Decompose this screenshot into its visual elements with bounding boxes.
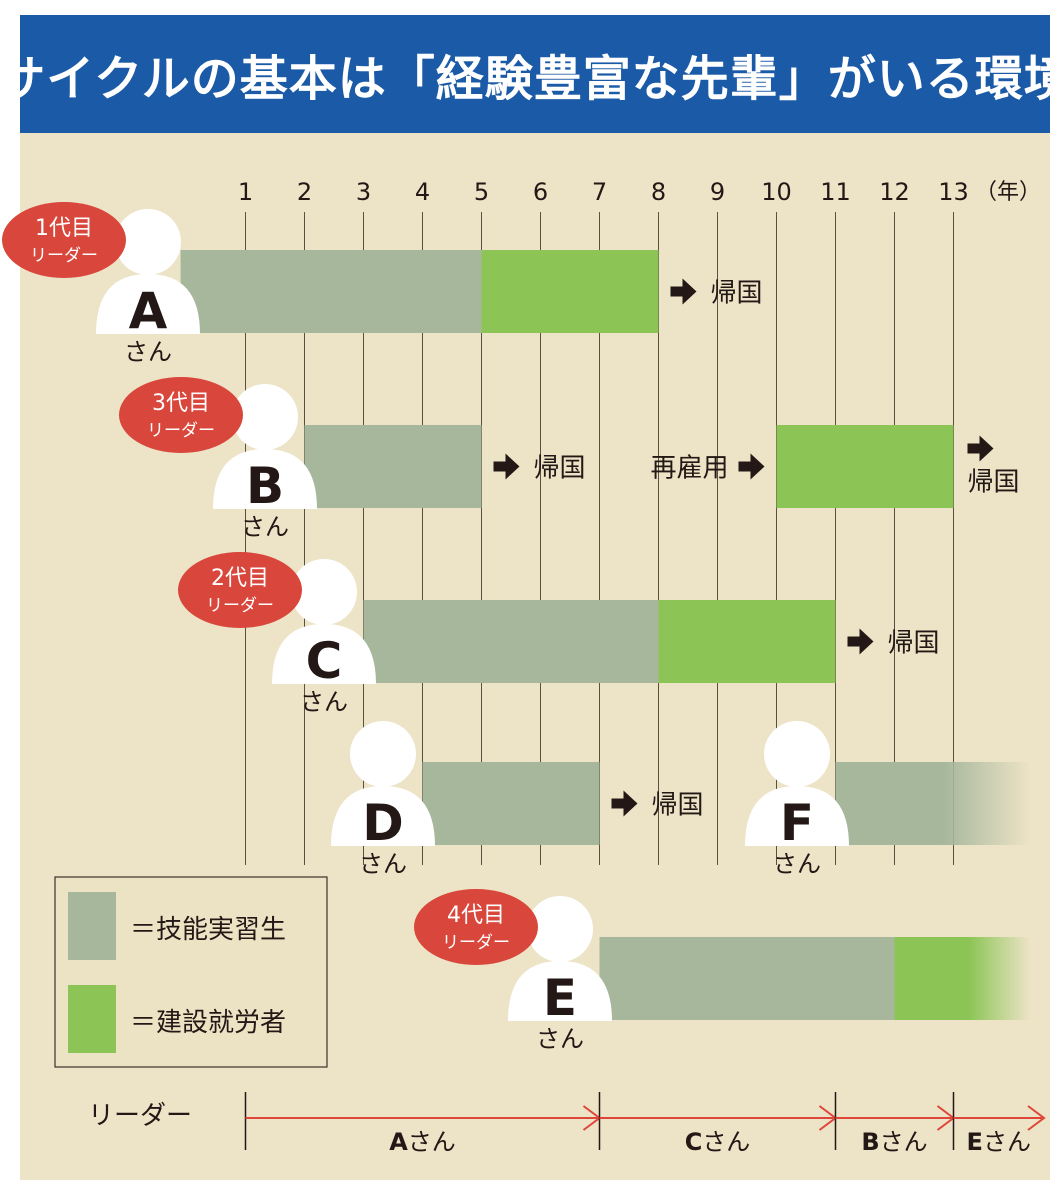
person-A-icon: Aさん bbox=[96, 209, 200, 366]
person-A-honorific: さん bbox=[124, 338, 172, 366]
return-arrow-B-2 bbox=[967, 435, 994, 462]
person-E-letter: E bbox=[543, 969, 577, 1027]
year-label-8: 8 bbox=[651, 178, 666, 206]
legend-swatch-trainee bbox=[68, 892, 116, 960]
leader-badge-C bbox=[178, 552, 302, 628]
return-arrow-D-0 bbox=[611, 790, 638, 817]
return-label-C-0: 帰国 bbox=[888, 629, 940, 659]
return-arrow-A-0 bbox=[670, 278, 697, 305]
year-label-13: 13 bbox=[938, 178, 969, 206]
person-F-icon: Fさん bbox=[745, 721, 849, 878]
leader-badge-A-role: リーダー bbox=[30, 246, 98, 266]
leader-badge-B-role: リーダー bbox=[147, 421, 215, 441]
person-B-body bbox=[213, 449, 317, 509]
person-A-body bbox=[96, 274, 200, 334]
return-label-B-0: 帰国 bbox=[534, 454, 586, 484]
return-arrow-C-0 bbox=[847, 628, 874, 655]
year-label-1: 1 bbox=[238, 178, 253, 206]
person-F-head bbox=[764, 721, 830, 787]
year-label-2: 2 bbox=[297, 178, 312, 206]
person-D-body bbox=[331, 786, 435, 846]
return-arrow-B-0 bbox=[493, 453, 520, 480]
year-label-3: 3 bbox=[356, 178, 371, 206]
bar-C-trainee-0 bbox=[363, 600, 659, 683]
legend-label-trainee: ＝技能実習生 bbox=[130, 915, 286, 945]
person-F-letter: F bbox=[780, 794, 814, 852]
person-E-body bbox=[508, 961, 612, 1021]
legend-label-construction: ＝建設就労者 bbox=[130, 1008, 286, 1038]
title-bar: サイクルの基本は「経験豊富な先輩」がいる環境 bbox=[0, 15, 1062, 133]
person-E-icon: Eさん bbox=[508, 896, 612, 1053]
person-B-icon: Bさん bbox=[213, 384, 317, 541]
person-F-body bbox=[745, 786, 849, 846]
bar-D-trainee-0 bbox=[422, 762, 600, 845]
leader-badge-E-generation: 4代目 bbox=[447, 903, 505, 928]
bar-E-trainee-0 bbox=[599, 937, 895, 1020]
leader-badge-C-generation: 2代目 bbox=[211, 566, 269, 591]
bar-A-construction-1 bbox=[481, 250, 659, 333]
leader-badge-B bbox=[119, 377, 243, 453]
year-label-11: 11 bbox=[820, 178, 851, 206]
leader-badge-B-generation: 3代目 bbox=[152, 391, 210, 416]
legend-swatch-construction bbox=[68, 985, 116, 1053]
bar-F-trainee-0 bbox=[835, 762, 1031, 845]
diagram-title: サイクルの基本は「経験豊富な先輩」がいる環境 bbox=[0, 51, 1062, 107]
person-C-icon: Cさん bbox=[272, 559, 376, 716]
person-D-honorific: さん bbox=[359, 850, 407, 878]
leader-term-name-3: Eさん bbox=[967, 1128, 1031, 1156]
leader-badge-E bbox=[414, 889, 538, 965]
year-unit-label: （年） bbox=[975, 180, 1041, 205]
bar-A-trainee-0 bbox=[180, 250, 482, 333]
person-C-honorific: さん bbox=[300, 688, 348, 716]
leader-badge-A-generation: 1代目 bbox=[35, 216, 93, 241]
person-B-head bbox=[232, 384, 298, 450]
person-B-letter: B bbox=[246, 457, 284, 515]
year-label-6: 6 bbox=[533, 178, 548, 206]
return-label-A-0: 帰国 bbox=[711, 279, 763, 309]
leader-badge-C-role: リーダー bbox=[206, 596, 274, 616]
leader-row-label: リーダー bbox=[88, 1101, 192, 1131]
year-label-5: 5 bbox=[474, 178, 489, 206]
person-D-letter: D bbox=[362, 794, 404, 852]
leader-term-name-2: Bさん bbox=[861, 1128, 927, 1156]
leader-badge-A bbox=[2, 202, 126, 278]
person-C-head bbox=[291, 559, 357, 625]
leader-term-name-0: Aさん bbox=[389, 1128, 456, 1156]
bar-C-construction-1 bbox=[658, 600, 836, 683]
person-F-honorific: さん bbox=[773, 850, 821, 878]
person-A-head bbox=[115, 209, 181, 275]
person-E-honorific: さん bbox=[536, 1025, 584, 1053]
bar-E-construction-1 bbox=[894, 937, 1031, 1020]
person-B-honorific: さん bbox=[241, 513, 289, 541]
year-label-12: 12 bbox=[879, 178, 910, 206]
person-E-head bbox=[527, 896, 593, 962]
return-label-D-0: 帰国 bbox=[652, 791, 704, 821]
year-label-9: 9 bbox=[710, 178, 725, 206]
year-label-10: 10 bbox=[761, 178, 792, 206]
year-label-4: 4 bbox=[415, 178, 430, 206]
bar-B-trainee-0 bbox=[304, 425, 482, 508]
rehire-label-B: 再雇用 bbox=[650, 454, 728, 484]
person-C-letter: C bbox=[306, 632, 343, 690]
person-D-icon: Dさん bbox=[331, 721, 435, 878]
person-C-body bbox=[272, 624, 376, 684]
return-label-B-2: 帰国 bbox=[968, 468, 1020, 498]
leader-term-arrowhead-3 bbox=[1027, 1105, 1046, 1131]
person-A-letter: A bbox=[129, 282, 168, 340]
leader-term-name-1: Cさん bbox=[685, 1128, 751, 1156]
year-label-7: 7 bbox=[592, 178, 607, 206]
bar-B-construction-1 bbox=[776, 425, 954, 508]
leader-badge-E-role: リーダー bbox=[442, 933, 510, 953]
person-D-head bbox=[350, 721, 416, 787]
rehire-arrow-B bbox=[738, 453, 765, 480]
